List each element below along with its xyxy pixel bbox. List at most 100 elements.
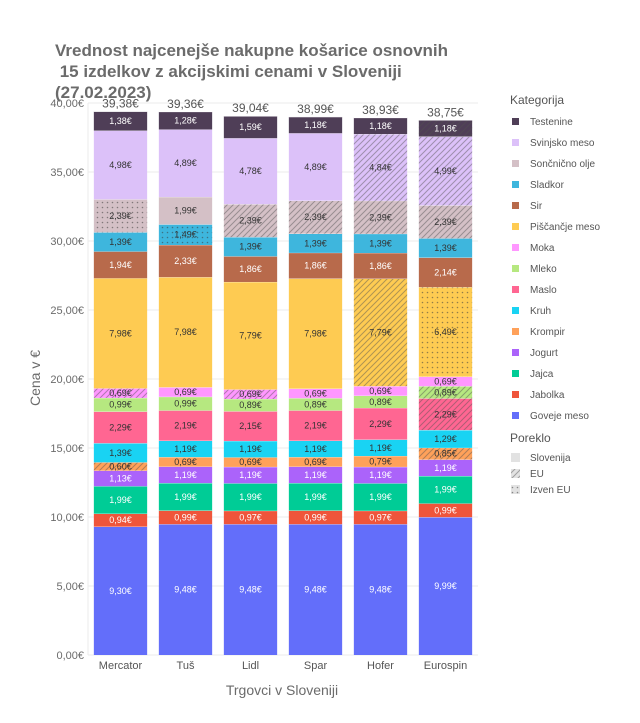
bar-label-jabolka-mercator: 0,94€ [109, 515, 132, 525]
bar-label-testenine-tus: 1,28€ [174, 116, 197, 126]
legend-items: Testenine Svinjsko meso Sončnično olje Slad… [512, 117, 600, 422]
legend-origin-items: Slovenija EU Izven EU [511, 453, 571, 496]
bar-segment-goveje-meso-tus [158, 524, 213, 655]
legend-origin-pattern-eu [511, 469, 520, 478]
bar-label-sir-hofer: 1,86€ [369, 261, 392, 271]
bar-label-krompir-spar: 0,69€ [304, 457, 327, 467]
bar-label-krompir-eurospin: 0,85€ [434, 449, 457, 459]
y-tick-label: 5,00€ [56, 581, 84, 593]
bar-label-krompir-hofer: 0,79€ [369, 456, 392, 466]
total-label-hofer: 38,93€ [362, 103, 399, 117]
bar-label-kruh-eurospin: 1,29€ [434, 434, 457, 444]
x-tick-label-eurospin: Eurospin [424, 660, 467, 672]
bar-segment-jabolka-hofer [353, 510, 408, 525]
bar-segment-jajca-hofer [353, 483, 408, 511]
legend-swatch-sir [512, 202, 519, 209]
bar-label-piscancje-meso-tus: 7,98€ [174, 327, 197, 337]
y-tick-label: 30,00€ [50, 236, 84, 248]
bar-segment-mleko-lidl [223, 399, 278, 412]
bar-label-jajca-tus: 1,99€ [174, 492, 197, 502]
bar-label-jajca-hofer: 1,99€ [369, 492, 392, 502]
total-label-lidl: 39,04€ [232, 101, 269, 115]
bar-label-krompir-tus: 0,69€ [174, 457, 197, 467]
bar-segment-jajca-mercator [93, 486, 148, 514]
bar-label-soncnicno-olje-mercator: 2,39€ [109, 211, 132, 221]
bar-label-jogurt-spar: 1,19€ [304, 470, 327, 480]
bar-label-soncnicno-olje-tus: 1,99€ [174, 206, 197, 216]
bar-segment-sladkor-mercator [93, 232, 148, 252]
bar-label-goveje-meso-spar: 9,48€ [304, 585, 327, 595]
legend-swatch-goveje-meso [512, 412, 519, 419]
bar-label-kruh-spar: 1,19€ [304, 444, 327, 454]
y-tick-label: 0,00€ [56, 650, 84, 662]
bar-segment-testenine-lidl [223, 116, 278, 139]
bar-segment-svinjsko-meso-tus [158, 129, 213, 197]
legend-title: Kategorija [510, 93, 564, 107]
bar-label-sir-lidl: 1,86€ [239, 264, 262, 274]
legend-swatch-jajca [512, 370, 519, 377]
bar-segment-mleko-tus [158, 396, 213, 411]
bar-label-svinjsko-meso-eurospin: 4,99€ [434, 166, 457, 176]
bar-label-jabolka-lidl: 0,97€ [239, 512, 262, 522]
bar-label-maslo-eurospin: 2,29€ [434, 409, 457, 419]
bar-segment-jogurt-eurospin [418, 459, 473, 477]
chart-title-line-2: 15 izdelkov z akcijskimi cenami v Sloven… [55, 62, 402, 81]
bar-label-jabolka-hofer: 0,97€ [369, 512, 392, 522]
bar-segment-goveje-meso-eurospin [418, 517, 473, 655]
bar-label-sladkor-spar: 1,39€ [304, 238, 327, 248]
bar-segment-sir-mercator [93, 251, 148, 279]
bar-pattern-moka-mercator [93, 388, 148, 398]
bar-segment-mleko-mercator [93, 397, 148, 412]
bar-label-mleko-eurospin: 0,89€ [434, 387, 457, 397]
legend-swatch-krompir [512, 328, 519, 335]
bar-label-kruh-lidl: 1,19€ [239, 444, 262, 454]
bar-pattern-soncnicno-olje-lidl [223, 204, 278, 238]
legend-swatch-svinjsko-meso [512, 139, 519, 146]
bar-label-jogurt-hofer: 1,19€ [369, 470, 392, 480]
bar-label-svinjsko-meso-tus: 4,89€ [174, 158, 197, 168]
total-label-tus: 39,36€ [167, 97, 204, 111]
x-axis-title: Trgovci v Sloveniji [226, 682, 338, 698]
bar-label-moka-tus: 0,69€ [174, 387, 197, 397]
legend-label-svinjsko-meso: Svinjsko meso [530, 138, 595, 149]
bar-segment-maslo-mercator [93, 411, 148, 444]
bar-segment-krompir-tus [158, 457, 213, 467]
bar-label-goveje-meso-tus: 9,48€ [174, 585, 197, 595]
legend-swatch-jogurt [512, 349, 519, 356]
bar-label-sladkor-hofer: 1,39€ [369, 238, 392, 248]
bar-segment-kruh-tus [158, 440, 213, 458]
bar-segment-sladkor-eurospin [418, 238, 473, 258]
y-tick-label: 40,00€ [50, 98, 84, 110]
bar-label-maslo-spar: 2,19€ [304, 421, 327, 431]
legend-origin-label-izven: Izven EU [530, 485, 571, 496]
legend-label-sladkor: Sladkor [530, 180, 565, 191]
gridlines [87, 102, 478, 656]
bar-segment-piscancje-meso-mercator [93, 278, 148, 389]
bar-segment-jajca-eurospin [418, 476, 473, 504]
bar-label-sir-tus: 2,33€ [174, 256, 197, 266]
bar-segment-jogurt-hofer [353, 466, 408, 484]
bar-label-sladkor-eurospin: 1,39€ [434, 243, 457, 253]
bar-segment-moka-eurospin [418, 376, 473, 387]
legend-origin-pattern-izven [511, 485, 520, 494]
bar-segment-goveje-meso-mercator [93, 526, 148, 655]
bar-label-maslo-mercator: 2,29€ [109, 422, 132, 432]
bar-segment-jabolka-eurospin [418, 503, 473, 518]
bar-label-kruh-hofer: 1,19€ [369, 443, 392, 453]
bar-label-krompir-mercator: 0,60€ [109, 461, 132, 471]
bar-segment-soncnicno-olje-tus [158, 196, 213, 225]
bar-label-sir-mercator: 1,94€ [109, 260, 132, 270]
bar-label-svinjsko-meso-mercator: 4,98€ [109, 160, 132, 170]
legend-swatch-moka [512, 244, 519, 251]
bar-segment-sir-tus [158, 245, 213, 278]
y-axis-title: Cena v € [27, 350, 43, 406]
bar-label-svinjsko-meso-lidl: 4,78€ [239, 166, 262, 176]
bar-segment-jabolka-tus [158, 510, 213, 525]
bar-segment-piscancje-meso-spar [288, 278, 343, 389]
y-tick-label: 20,00€ [50, 374, 84, 386]
total-label-spar: 38,99€ [297, 102, 334, 116]
bar-pattern-moka-lidl [223, 389, 278, 400]
bar-segment-maslo-hofer [353, 407, 408, 440]
bar-segment-goveje-meso-spar [288, 524, 343, 655]
bar-label-maslo-tus: 2,19€ [174, 421, 197, 431]
